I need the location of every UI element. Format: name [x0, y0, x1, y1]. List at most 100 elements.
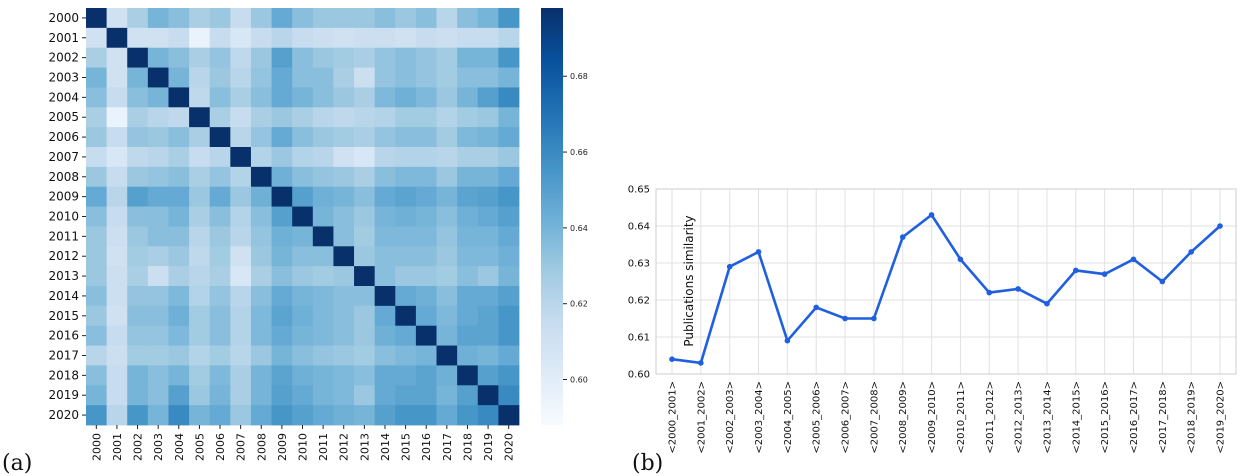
heatmap-cell: [477, 246, 499, 267]
heatmap-cell: [127, 385, 149, 406]
heatmap-cell: [127, 67, 149, 88]
heatmap-cell: [271, 47, 293, 68]
heatmap-cell: [127, 107, 149, 128]
heatmap-cell: [395, 365, 417, 386]
heatmap-cell: [457, 226, 479, 247]
heatmap-cell: [333, 385, 355, 406]
heatmap-cell: [374, 325, 396, 346]
line-chart-x-tick-label: <2016_2017>: [1129, 381, 1140, 454]
heatmap-x-tick-label: 2005: [193, 433, 206, 461]
heatmap-cell: [395, 127, 417, 148]
heatmap-cell: [292, 206, 314, 227]
heatmap-cell: [354, 127, 376, 148]
heatmap-cell: [436, 345, 458, 366]
heatmap-cell: [395, 266, 417, 287]
heatmap-cell: [127, 127, 149, 148]
heatmap-cell: [477, 266, 499, 287]
colorbar-tick-label: 0.68: [570, 72, 588, 81]
heatmap-x-tick-label: 2015: [400, 433, 413, 461]
heatmap-cell: [374, 385, 396, 406]
line-chart-point: [928, 212, 935, 218]
heatmap-cell: [457, 47, 479, 68]
heatmap-cell: [147, 67, 169, 88]
heatmap-cell: [209, 345, 231, 366]
heatmap-cell: [312, 266, 334, 287]
heatmap-cell: [106, 206, 128, 227]
heatmap-cell: [415, 325, 437, 346]
heatmap-cell: [374, 305, 396, 327]
heatmap-cell: [395, 166, 417, 188]
line-chart-plot-area: [655, 188, 1237, 375]
heatmap-cell: [189, 27, 211, 49]
heatmap-cell: [106, 147, 128, 168]
heatmap-cell: [333, 127, 355, 148]
line-chart-y-tick-label: 0.65: [628, 185, 650, 196]
heatmap-cell: [209, 226, 231, 247]
heatmap-cell: [354, 87, 376, 108]
line-chart-x-tick-label: <2017_2018>: [1158, 381, 1169, 454]
heatmap-cell: [374, 226, 396, 247]
heatmap-cell: [477, 226, 499, 247]
heatmap-cell: [271, 127, 293, 148]
heatmap-cell: [127, 27, 149, 49]
heatmap-cell: [354, 345, 376, 366]
heatmap-cell: [333, 186, 355, 207]
heatmap-cell: [209, 286, 231, 307]
heatmap-cell: [189, 365, 211, 386]
line-chart-grid: [656, 188, 1236, 375]
heatmap-panel: 2000 2001 2002 2003 2004 2005 2006 2007 2008 2009…: [48, 8, 520, 461]
heatmap-cell: [209, 206, 231, 227]
heatmap-cell: [415, 246, 437, 267]
heatmap-cell: [292, 226, 314, 247]
heatmap-cell: [457, 365, 479, 386]
heatmap-cell: [312, 27, 334, 49]
heatmap-cell: [498, 385, 520, 406]
heatmap-cell: [436, 27, 458, 49]
heatmap-cell: [230, 206, 252, 227]
line-chart-point: [698, 360, 704, 366]
heatmap-cell: [230, 325, 252, 346]
heatmap-cell: [230, 166, 252, 188]
heatmap-cell: [86, 226, 108, 247]
heatmap-cell: [374, 27, 396, 49]
heatmap-x-ticks: 2000 2001 2002 2003 2004 2005 2006 2007 2008 2009…: [90, 425, 516, 461]
heatmap-cell: [354, 67, 376, 88]
heatmap-cell: [436, 246, 458, 267]
heatmap-cell: [230, 186, 252, 207]
heatmap-x-tick-label: 2007: [235, 433, 248, 461]
heatmap-cell: [374, 186, 396, 207]
heatmap-cell: [395, 47, 417, 68]
heatmap-cell: [250, 246, 272, 267]
heatmap-cell: [395, 246, 417, 267]
colorbar-ticks: 0.60 0.62 0.64 0.66 0.68: [563, 72, 588, 385]
heatmap-cell: [333, 206, 355, 227]
heatmap-cell: [271, 186, 293, 207]
heatmap-cell: [86, 27, 108, 49]
line-chart-y-tick-label: 0.60: [628, 370, 650, 381]
heatmap-cell: [395, 385, 417, 406]
heatmap-cell: [498, 87, 520, 108]
heatmap-cell: [271, 405, 293, 426]
heatmap-cell: [106, 286, 128, 307]
heatmap-cell: [86, 206, 108, 227]
heatmap-cell: [250, 226, 272, 247]
heatmap-cell: [436, 365, 458, 386]
line-chart-point: [726, 263, 733, 270]
heatmap-cell: [498, 147, 520, 168]
heatmap-cell: [106, 365, 128, 386]
heatmap-cell: [312, 286, 334, 307]
heatmap-cell: [498, 226, 520, 247]
heatmap-cell: [457, 345, 479, 366]
heatmap-cell: [127, 8, 149, 29]
heatmap-cell: [436, 286, 458, 307]
heatmap-cell: [147, 405, 169, 426]
heatmap-cell: [106, 385, 128, 406]
line-chart-points: [669, 212, 1223, 366]
heatmap-cell: [168, 405, 190, 426]
heatmap-cell: [209, 147, 231, 168]
heatmap-cell: [498, 47, 520, 68]
heatmap-cell: [106, 325, 128, 346]
heatmap-cell: [498, 246, 520, 267]
heatmap-cell: [312, 385, 334, 406]
